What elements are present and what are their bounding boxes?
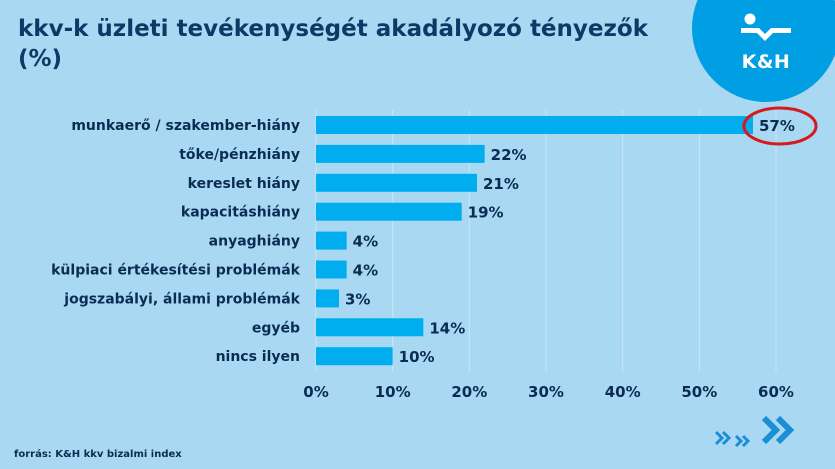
value-label: 22% xyxy=(491,146,527,164)
bar xyxy=(316,231,347,250)
category-label: kereslet hiány xyxy=(188,176,300,192)
x-axis-tick-labels: 0% 10% 20% 30% 40% 50% 60% xyxy=(303,383,794,401)
kh-logo-icon xyxy=(741,13,791,41)
x-tick-label: 40% xyxy=(605,383,641,401)
category-label: külpiaci értékesítési problémák xyxy=(51,263,301,279)
page-title: kkv-k üzleti tevékenységét akadályozó té… xyxy=(18,16,648,72)
x-tick-label: 50% xyxy=(681,383,717,401)
category-label: tőke/pénzhiány xyxy=(179,147,300,163)
category-label: jogszabályi, állami problémák xyxy=(63,291,300,307)
x-tick-label: 60% xyxy=(758,383,794,401)
value-label: 21% xyxy=(483,175,519,193)
category-label: kapacitáshiány xyxy=(181,205,300,221)
source-note: forrás: K&H kkv bizalmi index xyxy=(14,449,182,460)
category-label: munkaerő / szakember-hiány xyxy=(71,118,300,134)
value-label: 57% xyxy=(759,117,795,135)
value-label: 10% xyxy=(399,348,435,366)
bar xyxy=(316,144,485,163)
value-labels: 57% 22% 21% 19% 4% 4% 3% 14% 10% xyxy=(345,117,795,366)
value-label: 4% xyxy=(353,262,378,280)
chevron-arrows-icon xyxy=(714,415,795,448)
category-label: egyéb xyxy=(252,320,300,336)
value-label: 19% xyxy=(468,204,504,222)
x-tick-label: 20% xyxy=(451,383,487,401)
x-tick-label: 10% xyxy=(375,383,411,401)
highlight-ellipse xyxy=(742,106,818,146)
bar xyxy=(316,289,339,308)
category-labels: munkaerő / szakember-hiány tőke/pénzhiány… xyxy=(51,118,301,365)
bar xyxy=(316,116,753,134)
bars xyxy=(316,116,753,366)
category-label: anyaghiány xyxy=(209,234,300,250)
bar xyxy=(316,173,477,192)
value-label: 14% xyxy=(429,319,465,337)
bar xyxy=(316,260,347,279)
category-label: nincs ilyen xyxy=(216,349,300,365)
bar xyxy=(316,318,424,337)
kh-logo-text: K&H xyxy=(741,51,791,73)
bar xyxy=(316,202,462,221)
x-tick-label: 30% xyxy=(528,383,564,401)
value-label: 4% xyxy=(353,233,378,251)
bar xyxy=(316,347,393,366)
x-tick-label: 0% xyxy=(303,383,328,401)
value-label: 3% xyxy=(345,290,370,308)
